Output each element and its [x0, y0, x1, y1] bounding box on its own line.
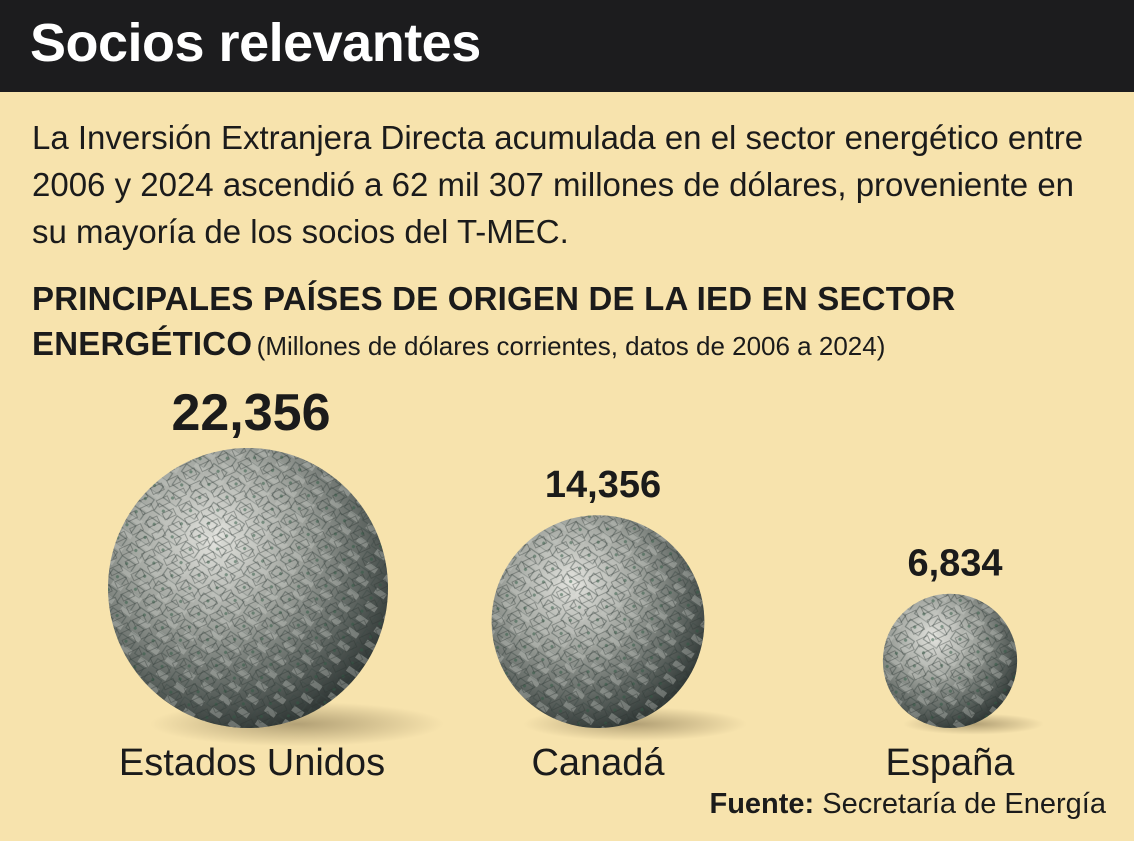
page-title: Socios relevantes [30, 13, 481, 73]
title-bar: Socios relevantes [0, 0, 1134, 92]
value-label: 14,356 [545, 464, 661, 506]
value-label: 6,834 [907, 543, 1002, 585]
intro-text: La Inversión Extranjera Directa acumulad… [32, 119, 1084, 250]
bubble-texture [882, 593, 1018, 728]
category-label: Estados Unidos [119, 742, 385, 784]
bubble-texture [491, 515, 705, 728]
chart-note: (Millones de dólares corrientes, datos d… [256, 331, 886, 361]
source-note: Fuente: Secretaría de Energía [709, 788, 1106, 821]
chart-title: PRINCIPALES PAÍSES DE ORIGEN DE LA IED E… [32, 280, 956, 362]
source-text: Secretaría de Energía [822, 788, 1106, 820]
category-label: Canadá [531, 742, 665, 784]
bubble-texture [108, 448, 388, 728]
category-label: España [886, 742, 1016, 784]
value-label: 22,356 [171, 384, 330, 442]
chart-subtitle: PRINCIPALES PAÍSES DE ORIGEN DE LA IED E… [32, 280, 1092, 370]
source-label: Fuente: [709, 788, 815, 820]
